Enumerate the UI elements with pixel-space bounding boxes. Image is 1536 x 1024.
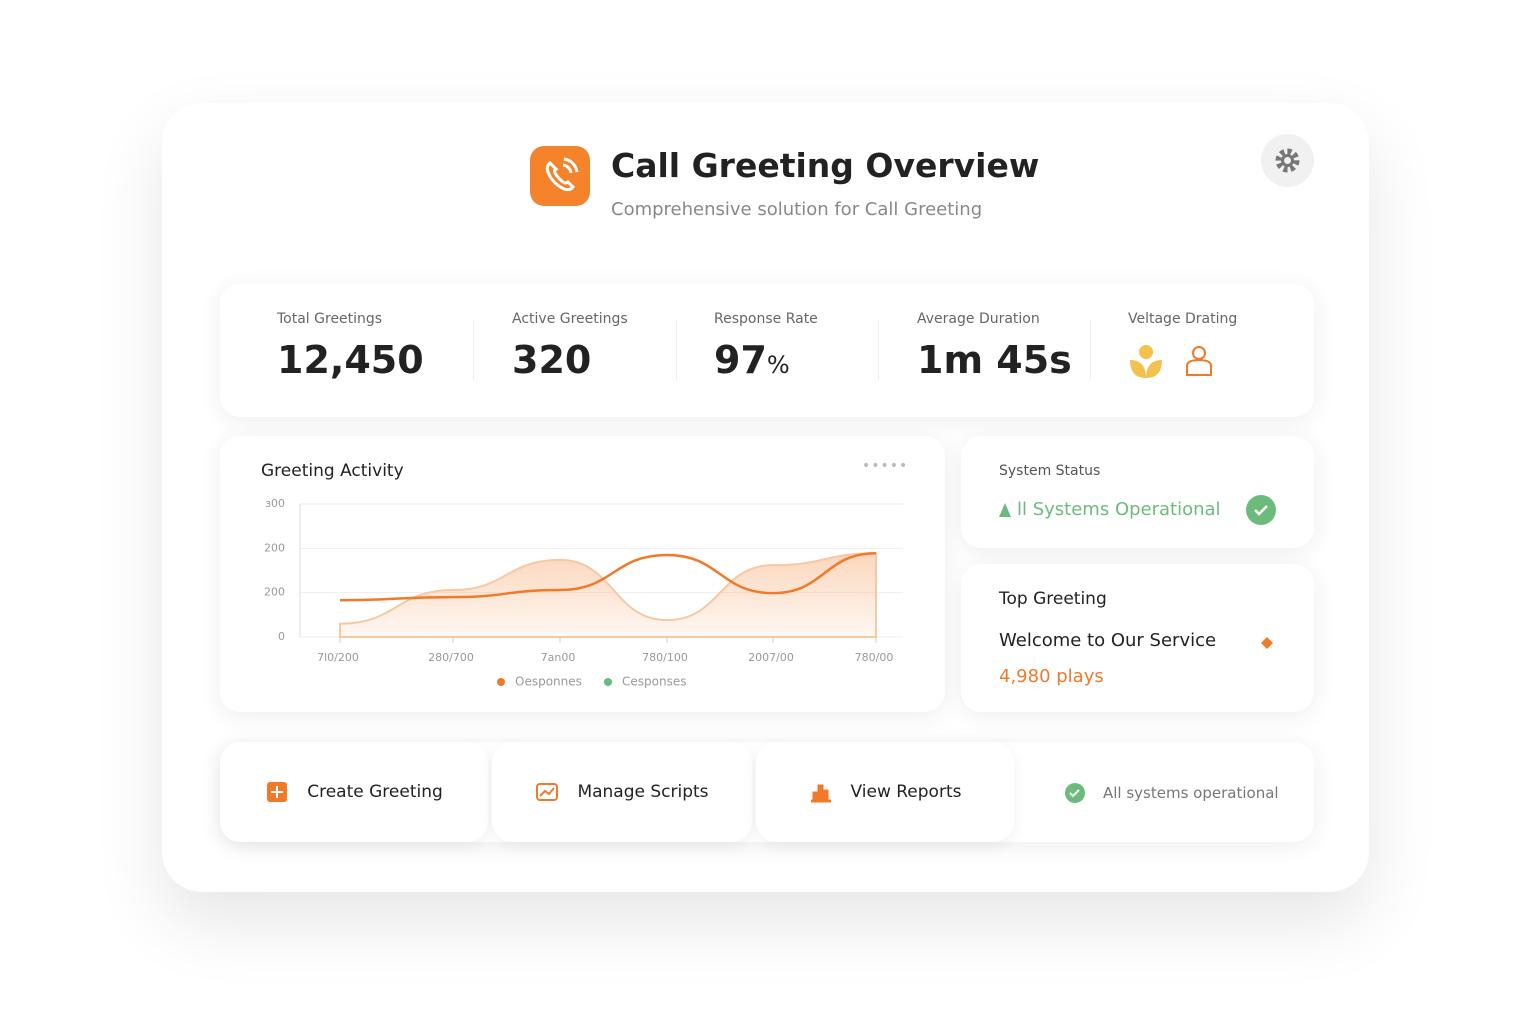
action-icon — [810, 784, 831, 803]
status-text: ll Systems Operational — [1017, 499, 1221, 520]
footer-status: All systems operational — [1103, 784, 1279, 802]
stats-panel — [220, 284, 1314, 417]
ok-icon — [1065, 783, 1085, 803]
subtitle: Comprehensive solution for Call Greeting — [611, 199, 983, 220]
y-tick-label: 0 — [278, 630, 285, 643]
gear-icon — [1275, 148, 1300, 173]
stat-number: 320 — [512, 338, 592, 382]
stat-value: 320 — [512, 338, 591, 382]
check-icon — [1246, 495, 1276, 525]
more-menu[interactable]: ••••• — [862, 458, 909, 474]
divider — [676, 320, 677, 380]
action-label: Create Greeting — [307, 782, 443, 802]
settings-button[interactable] — [1261, 134, 1314, 187]
stat-label: Response Rate — [714, 311, 818, 327]
y-tick-label: 200 — [264, 586, 285, 599]
y-tick-label: з00 — [265, 497, 285, 510]
title: Call Greeting Overview — [611, 146, 1040, 185]
stat-label: Veltage Drating — [1128, 311, 1238, 327]
action-label: View Reports — [850, 782, 962, 802]
top-title: Top Greeting — [999, 589, 1107, 609]
stat-unit: % — [766, 351, 790, 379]
action-button[interactable]: Manage Scripts — [492, 742, 752, 842]
stat-label: Average Duration — [917, 311, 1040, 327]
stat-label: Total Greetings — [277, 311, 383, 327]
status-panel: System Status ll Systems Operational — [961, 436, 1314, 548]
stat-number: 97 — [714, 338, 767, 382]
x-tick-label: 7an00 — [541, 651, 576, 664]
app-icon — [530, 146, 590, 206]
chart: 0 200 200 з00 7l0/200 280/700 7an00 780/100 2007… — [264, 497, 903, 689]
x-tick-label: 280/700 — [428, 651, 474, 664]
line — [339, 551, 877, 602]
stat-label: Active Greetings — [512, 311, 628, 327]
legend-dot — [604, 678, 612, 686]
action-icon — [536, 783, 559, 801]
area — [339, 552, 877, 638]
divider — [473, 320, 474, 380]
chart-title: Greeting Activity — [261, 461, 404, 481]
x-tick-label: 780/00 — [855, 651, 894, 664]
status-icon — [999, 503, 1011, 517]
x-tick-label: 2007/00 — [748, 651, 794, 664]
legend-dot — [497, 678, 505, 686]
stat-number: 12,450 — [277, 338, 424, 382]
legend-label: Oesponnes — [515, 675, 582, 689]
divider — [1090, 320, 1091, 380]
phone-icon — [545, 157, 579, 192]
top-greeting-panel: Top Greeting Welcome to Our Service 4,98… — [961, 564, 1314, 712]
stat-value: 12,450 — [277, 338, 424, 382]
stat-value: 97% — [714, 338, 790, 382]
status-title: System Status — [999, 463, 1101, 479]
flame-icon — [1261, 637, 1273, 649]
top-name: Welcome to Our Service — [999, 630, 1217, 651]
top-plays: 4,980 plays — [999, 666, 1104, 687]
y-tick-label: 200 — [264, 541, 285, 554]
action-label: Manage Scripts — [577, 782, 709, 802]
chart-panel: Greeting Activity ••••• 0 200 200 з00 7l0/20… — [220, 436, 945, 712]
rating-icons — [1130, 345, 1212, 378]
stat-number: 1m 45s — [917, 338, 1072, 382]
x-tick-label: 7l0/200 — [317, 651, 359, 664]
action-button[interactable]: Create Greeting — [220, 742, 488, 842]
stat-value: 1m 45s — [917, 338, 1072, 382]
divider — [878, 320, 879, 380]
legend-label: Cesponses — [622, 675, 686, 689]
action-button[interactable]: View Reports — [756, 742, 1014, 842]
action-icon — [267, 782, 288, 802]
x-tick-label: 780/100 — [642, 651, 688, 664]
